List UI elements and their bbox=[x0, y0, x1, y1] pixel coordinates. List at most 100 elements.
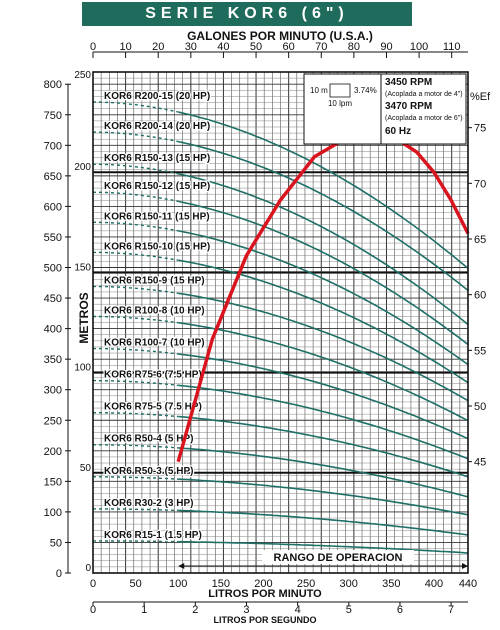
bottom-tick-label: 100 bbox=[169, 578, 187, 590]
top-tick-label: 10 bbox=[119, 41, 131, 53]
pump-curve-3 bbox=[178, 173, 469, 326]
metros-tick-label: 250 bbox=[74, 70, 91, 81]
metros-tick-label: 0 bbox=[85, 563, 91, 574]
bottom-tick-label: 250 bbox=[297, 578, 315, 590]
pump-curve-label: KOR6 R150-10 (15 HP) bbox=[104, 241, 210, 252]
legend-scale-box bbox=[329, 83, 351, 98]
eff-tick-label: 75 bbox=[474, 123, 486, 135]
pump-curve-dashed-11 bbox=[93, 412, 179, 418]
metros-tick-label: 50 bbox=[80, 463, 92, 474]
pump-curve-dashed-7 bbox=[93, 285, 179, 294]
bottom-tick-label: 150 bbox=[212, 578, 230, 590]
grid bbox=[92, 71, 469, 574]
eff-tick-label: 55 bbox=[474, 345, 486, 357]
pump-curve-label: KOR6 R150-9 (15 HP) bbox=[104, 275, 205, 286]
pump-curve-label: KOR6 R150-13 (15 HP) bbox=[104, 153, 210, 164]
top-tick-label: 50 bbox=[250, 41, 262, 53]
pump-curve-label: KOR6 R50-4 (5 HP) bbox=[104, 434, 193, 445]
pump-curve-11 bbox=[178, 415, 469, 478]
feet-tick-label: 400 bbox=[44, 324, 62, 336]
pump-curves: KOR6 R200-15 (20 HP) KOR6 R200-14 (20 HP)… bbox=[92, 90, 469, 554]
top-tick-label: 60 bbox=[283, 41, 295, 53]
feet-tick-label: 650 bbox=[44, 171, 62, 183]
metros-tick-label: 100 bbox=[74, 363, 91, 374]
metros-tick-label: 150 bbox=[74, 262, 91, 273]
pump-curve-label: KOR6 R200-14 (20 HP) bbox=[104, 121, 210, 132]
feet-tick-label: 450 bbox=[44, 293, 62, 305]
feet-tick-label: 300 bbox=[44, 385, 62, 397]
metros-axis-label: METROS bbox=[77, 292, 91, 343]
legend-note-2: (Acoplada a motor de 6") bbox=[385, 115, 463, 122]
pump-curve-9 bbox=[178, 353, 469, 440]
pump-curve-14 bbox=[178, 509, 469, 536]
pump-curve-label: KOR6 R75-5 (7.5 HP) bbox=[104, 402, 202, 413]
legend-frequency: 60 Hz bbox=[385, 126, 411, 137]
top-tick-label: 100 bbox=[410, 41, 428, 53]
feet-tick-label: 0 bbox=[56, 568, 62, 580]
pump-curve-13 bbox=[178, 478, 469, 516]
bottom-tick-label: 200 bbox=[254, 578, 272, 590]
pump-curve-label: KOR6 R75-6 (7.5 HP) bbox=[104, 370, 202, 381]
lps-tick-label: 4 bbox=[295, 604, 301, 616]
lps-tick-label: 6 bbox=[397, 604, 403, 616]
pump-curve-dashed-1 bbox=[93, 101, 179, 113]
legend-scale-flow: 10 lpm bbox=[328, 99, 352, 108]
bottom-tick-label: 300 bbox=[340, 578, 358, 590]
pump-curve-label: KOR6 R200-15 (20 HP) bbox=[104, 91, 210, 102]
top-tick-label: 30 bbox=[185, 41, 197, 53]
feet-tick-label: 800 bbox=[44, 79, 62, 91]
feet-tick-label: 750 bbox=[44, 110, 62, 122]
lps-tick-label: 0 bbox=[90, 604, 96, 616]
metros-tick-label: 200 bbox=[74, 162, 91, 173]
pump-curve-label: KOR6 R150-11 (15 HP) bbox=[104, 211, 210, 222]
pump-curve-dashed-12 bbox=[92, 444, 179, 449]
legend-box: 10 m 3.74%10 lpm 3450 RPM (Acoplada a motor… bbox=[303, 73, 467, 145]
pump-curve-label: KOR6 R100-7 (10 HP) bbox=[104, 338, 205, 349]
pump-curve-4 bbox=[178, 200, 469, 346]
operating-range-label-bg bbox=[262, 550, 414, 564]
eff-tick-label: 70 bbox=[474, 178, 486, 190]
top-tick-label: 70 bbox=[315, 41, 327, 53]
pump-curve-dashed-5 bbox=[93, 221, 179, 232]
top-tick-label: 0 bbox=[90, 41, 96, 53]
series-title-band: SERIE KOR6 (6") bbox=[82, 2, 412, 26]
eff-tick-label: 60 bbox=[474, 290, 486, 302]
plot-frame bbox=[92, 71, 469, 574]
feet-tick-label: 100 bbox=[44, 507, 62, 519]
pump-curve-8 bbox=[178, 321, 469, 422]
lps-tick-label: 3 bbox=[243, 604, 249, 616]
pump-curve-label: KOR6 R15-1 (1.5 HP) bbox=[104, 530, 202, 541]
legend-rpm-1: 3450 RPM bbox=[385, 77, 432, 88]
eff-tick-label: 50 bbox=[474, 401, 486, 413]
top-tick-label: 90 bbox=[380, 41, 392, 53]
pump-curve-10 bbox=[178, 384, 469, 460]
eff-axis-label: %Ef bbox=[470, 91, 491, 103]
series-title: SERIE KOR6 (6") bbox=[145, 5, 349, 22]
lps-tick-label: 7 bbox=[448, 604, 454, 616]
lps-tick-label: 2 bbox=[192, 604, 198, 616]
bottom-tick-label: 0 bbox=[90, 578, 96, 590]
pump-curve-1 bbox=[178, 111, 469, 270]
operating-range-label: RANGO DE OPERACION bbox=[274, 552, 403, 564]
feet-tick-label: 50 bbox=[50, 537, 62, 549]
top-tick-label: 80 bbox=[348, 41, 360, 53]
top-axis-label: GALONES POR MINUTO (U.S.A.) bbox=[187, 29, 373, 43]
bottom-tick-label: 400 bbox=[425, 578, 443, 590]
pump-curve-15 bbox=[178, 540, 469, 554]
lps-axis-label: LITROS POR SEGUNDO bbox=[213, 615, 316, 625]
operating-range-arrow-right bbox=[462, 563, 468, 569]
legend-note-1: (Acoplada a motor de 4") bbox=[385, 91, 463, 98]
pump-curve-dashed-2 bbox=[93, 131, 179, 143]
top-tick-label: 40 bbox=[217, 41, 229, 53]
bottom-tick-label: 440 bbox=[459, 578, 477, 590]
pump-curve-12 bbox=[178, 447, 469, 498]
bottom-tick-label: 350 bbox=[382, 578, 400, 590]
top-tick-label: 110 bbox=[443, 41, 461, 53]
pump-curve-dashed-13 bbox=[93, 476, 179, 480]
feet-tick-label: 200 bbox=[44, 446, 62, 458]
top-tick-label: 20 bbox=[152, 41, 164, 53]
feet-tick-label: 600 bbox=[44, 201, 62, 213]
lps-tick-label: 5 bbox=[346, 604, 352, 616]
